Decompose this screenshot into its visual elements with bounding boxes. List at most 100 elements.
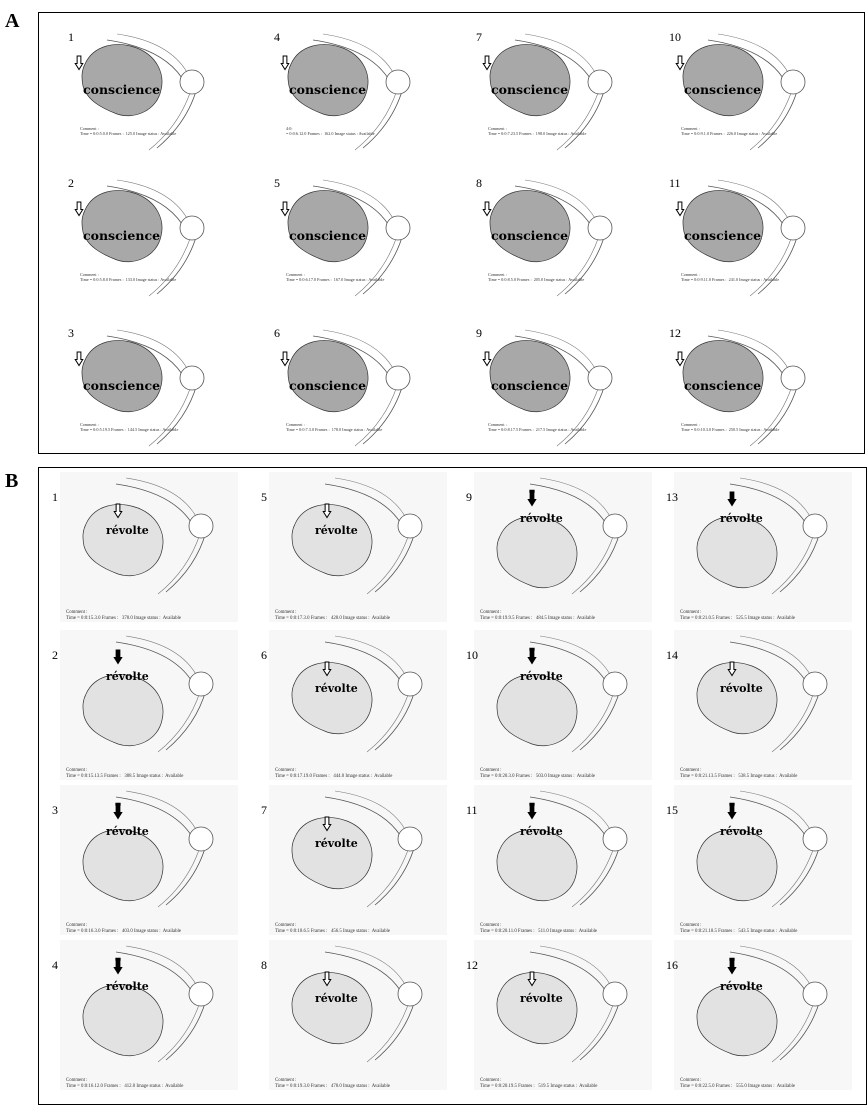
frame-number: 10 [669, 30, 681, 44]
eye-arc-inner [556, 385, 600, 447]
eye-arc-top [529, 796, 606, 836]
eye-arc-outer [717, 33, 791, 77]
eye-diagram: conscience [675, 179, 806, 297]
eye-arc-outer [739, 635, 813, 679]
stimulus-word: conscience [684, 228, 761, 243]
frame-caption: Comment : Time = 0:0:5.19.5 Frames : 144.… [80, 422, 178, 432]
eye-diagram: conscience [74, 179, 205, 297]
frame-caption: Comment : Time = 0:0:22.5.0 Frames : 555.… [680, 1078, 795, 1090]
eye-arc-bottom [779, 689, 821, 751]
caption-time: Time = 0:0:7.3.0 Frames : 178.0 Image st… [286, 427, 383, 433]
frame-number: 2 [52, 648, 58, 662]
frame-number: 5 [274, 176, 280, 190]
lens-circle [602, 671, 628, 697]
eye-arc-inner [571, 1001, 615, 1063]
lens-circle [802, 513, 828, 539]
frame-number: 6 [274, 326, 280, 340]
eye-arc-bottom [579, 999, 621, 1061]
caption-time: Time = 0:0:19.9.5 Frames : 484.5 Image s… [480, 616, 596, 621]
caption-time: Time = 0:0:17.19.0 Frames : 444.0 Image … [275, 774, 393, 779]
stimulus-word: conscience [289, 82, 366, 97]
open-arrow-icon [280, 201, 290, 217]
eye-diagram: révolte [82, 945, 214, 1063]
eye-arc-top [324, 641, 401, 681]
lens-circle [802, 671, 828, 697]
eye-arc-outer [539, 477, 613, 521]
eye-arc-bottom [362, 87, 404, 149]
visual-field-shape [682, 190, 764, 262]
caption-comment: Comment : [480, 768, 502, 773]
eye-arc-inner [571, 533, 615, 595]
eye-arc-top [729, 483, 806, 523]
frame-number: 9 [476, 326, 482, 340]
stimulus-word: conscience [491, 228, 568, 243]
eye-arc-outer [322, 33, 396, 77]
visual-field-shape [682, 44, 764, 116]
open-arrow-icon [322, 971, 332, 987]
eye-arc-bottom [579, 531, 621, 593]
eye-arc-top [115, 951, 192, 991]
eye-arc-top [106, 335, 183, 375]
eye-arc-outer [125, 790, 199, 834]
open-arrow-icon [74, 55, 84, 71]
figure-frame: 4 conscience 4:0: = 0:0:6.12.0 Frames : 162… [268, 26, 458, 156]
frame-caption: Comment : Time = 0:0:21.13.5 Frames : 538… [680, 768, 797, 780]
stimulus-word: révolte [720, 825, 763, 838]
lens-circle [802, 826, 828, 852]
lens-circle [602, 826, 628, 852]
eye-arc-outer [322, 329, 396, 373]
caption-time: = 0:0:6.12.0 Frames : 162.0 Image status… [286, 131, 375, 137]
stimulus-word: révolte [520, 670, 563, 683]
caption-time: Time = 0:0:6.17.0 Frames : 167.0 Image s… [286, 277, 385, 283]
caption-comment: Comment : [480, 610, 502, 615]
visual-field-shape [696, 984, 778, 1056]
eye-arc-top [324, 796, 401, 836]
open-arrow-icon [280, 55, 290, 71]
eye-arc-top [324, 951, 401, 991]
eye-arc-outer [116, 179, 190, 223]
panel-a-frame [38, 12, 865, 454]
caption-comment: Comment : [66, 1078, 88, 1083]
eye-arc-inner [571, 846, 615, 908]
eye-arc-inner [366, 533, 410, 595]
caption-time: Time = 0:0:8.17.5 Frames : 217.5 Image s… [488, 427, 587, 433]
filled-arrow-icon [727, 491, 737, 507]
lens-circle [780, 69, 806, 95]
stimulus-word: conscience [289, 228, 366, 243]
eye-arc-inner [366, 846, 410, 908]
frame-number: 5 [261, 490, 267, 504]
figure-frame: 3 conscience Comment : Time = 0:0:5.19.5 Fr… [62, 322, 252, 452]
eye-arc-inner [556, 89, 600, 151]
visual-field-shape [82, 674, 164, 746]
eye-diagram: conscience [280, 179, 411, 297]
stimulus-word: conscience [491, 378, 568, 393]
lens-circle [385, 365, 411, 391]
visual-field-shape [496, 516, 578, 588]
stimulus-word: conscience [83, 82, 160, 97]
frame-caption: Comment : Time = 0:0:19.9.5 Frames : 484.… [480, 610, 595, 622]
filled-arrow-icon [527, 647, 537, 665]
caption-time: Time = 0:0:15.3.0 Frames : 378.0 Image s… [66, 616, 182, 621]
frame-caption: Comment : Time = 0:0:17.19.0 Frames : 444… [275, 768, 392, 780]
figure-frame: 1 révolte Comment : Time = 0:0:15.3.0 Frame… [46, 472, 246, 627]
stimulus-word: conscience [491, 82, 568, 97]
stimulus-word: révolte [315, 992, 358, 1005]
frame-number: 13 [666, 490, 678, 504]
visual-field-shape [696, 829, 778, 901]
frame-caption: Comment : Time = 0:0:9.1.0 Frames : 226.0… [681, 126, 777, 136]
caption-comment: Comment : [80, 126, 99, 131]
eye-arc-inner [366, 691, 410, 753]
figure-frame: 10 conscience Comment : Time = 0:0:9.1.0 Fr… [663, 26, 853, 156]
caption-time: Time = 0:0:8.5.0 Frames : 205.0 Image st… [488, 277, 585, 283]
panel-b-letter: B [5, 470, 19, 492]
figure-frame: 16 révolte Comment : Time = 0:0:22.5.0 Fram… [660, 940, 860, 1095]
lens-circle [179, 69, 205, 95]
figure-frame: 9 révolte Comment : Time = 0:0:19.9.5 Frame… [460, 472, 660, 627]
caption-comment: Comment : [275, 768, 297, 773]
figure-frame: 3 révolte Comment : Time = 0:0:16.3.0 Frame… [46, 785, 246, 940]
eye-arc-top [115, 483, 192, 523]
caption-comment: Comment : [680, 768, 702, 773]
eye-arc-top [106, 39, 183, 79]
visual-field-shape [291, 817, 373, 889]
eye-arc-top [729, 796, 806, 836]
